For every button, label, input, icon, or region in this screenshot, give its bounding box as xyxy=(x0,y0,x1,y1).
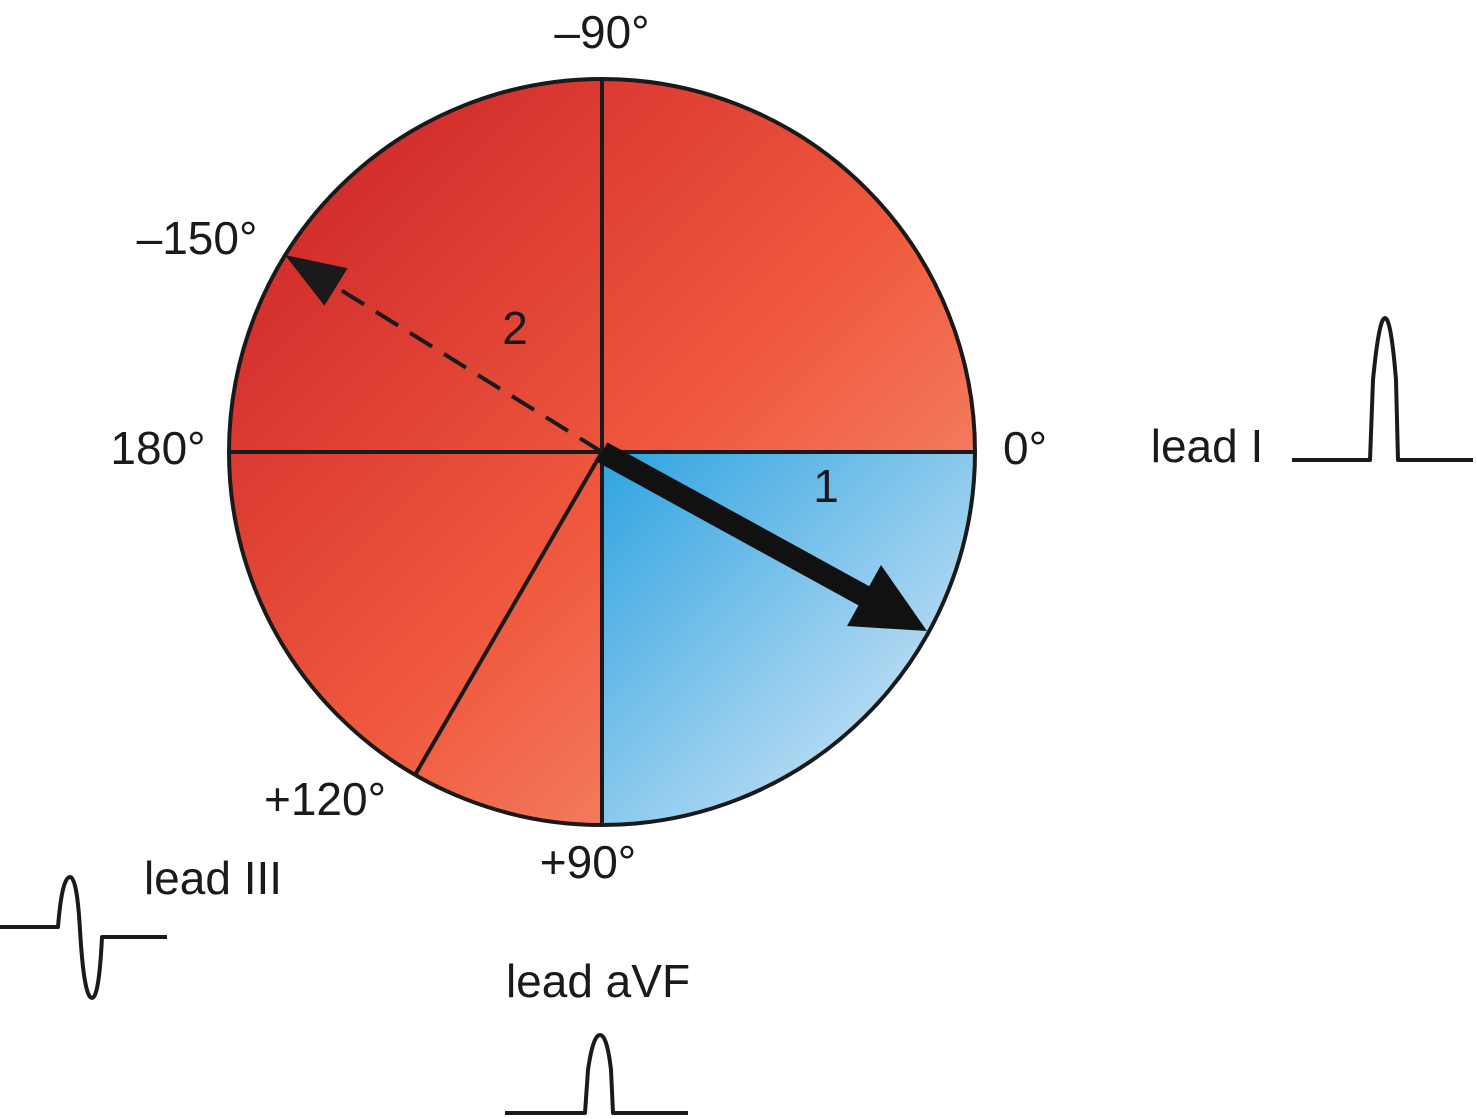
arrow-1-shaft xyxy=(596,442,872,607)
blue-sector xyxy=(602,452,975,825)
axis-120 xyxy=(413,450,604,777)
arrow-2-shaft xyxy=(334,285,604,454)
lead-i-wave xyxy=(1292,316,1473,462)
angle-label: –150° xyxy=(137,212,258,264)
lead-label: lead aVF xyxy=(506,955,690,1007)
angle-label: 180° xyxy=(110,422,205,474)
angle-label: +90° xyxy=(540,836,636,888)
lead-label: lead III xyxy=(144,852,282,904)
arrow-label: 1 xyxy=(813,460,839,512)
angle-label: 0° xyxy=(1003,422,1047,474)
lead-avf-wave xyxy=(505,1033,688,1115)
arrow-1-head xyxy=(847,565,927,631)
angle-label: +120° xyxy=(264,773,386,825)
arrow-label: 2 xyxy=(502,302,528,354)
lead-label: lead I xyxy=(1151,420,1264,472)
angle-label: –90° xyxy=(554,6,649,58)
axis-circle xyxy=(227,77,977,827)
lead-iii-wave xyxy=(0,875,167,1000)
arrow-2-head xyxy=(285,255,348,306)
